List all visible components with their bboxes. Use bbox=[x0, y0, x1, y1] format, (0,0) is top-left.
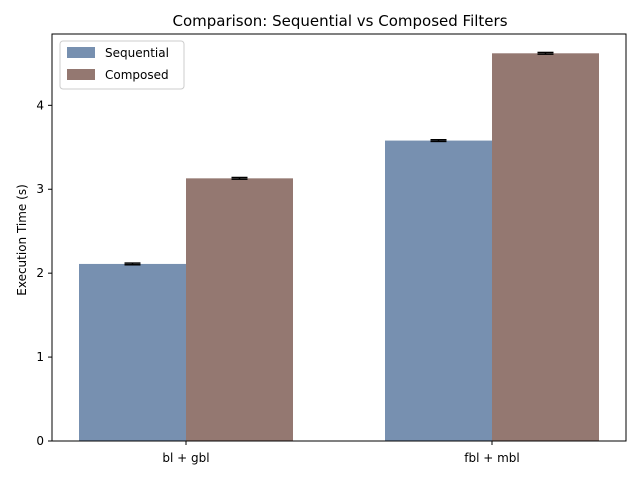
x-ticks-group: bl + gbl fbl + mbl bbox=[162, 441, 520, 465]
legend: Sequential Composed bbox=[59, 40, 185, 90]
bar-0-0 bbox=[79, 263, 186, 441]
error-bars-group bbox=[124, 51, 554, 266]
y-tick-label-1: 1 bbox=[36, 350, 44, 364]
y-tick-label-3: 3 bbox=[36, 182, 44, 196]
chart-title: Comparison: Sequential vs Composed Filte… bbox=[172, 12, 507, 30]
plot-frame bbox=[51, 33, 627, 442]
x-tick-label-0: bl + gbl bbox=[162, 451, 209, 465]
y-ticks-group: 0 1 2 3 4 bbox=[36, 98, 52, 448]
y-tick-label-4: 4 bbox=[36, 98, 44, 112]
bar-1-1 bbox=[492, 53, 599, 442]
bar-0-1 bbox=[385, 140, 492, 441]
y-axis-label: Execution Time (s) bbox=[15, 184, 29, 296]
legend-swatch-1 bbox=[67, 69, 95, 80]
y-tick-label-2: 2 bbox=[36, 266, 44, 280]
x-tick-label-1: fbl + mbl bbox=[464, 451, 520, 465]
bars-group bbox=[79, 53, 599, 442]
legend-label-0: Sequential bbox=[105, 46, 169, 60]
y-tick-label-0: 0 bbox=[36, 434, 44, 448]
bar-1-0 bbox=[186, 178, 293, 442]
legend-label-1: Composed bbox=[105, 68, 169, 82]
legend-swatch-0 bbox=[67, 47, 95, 58]
